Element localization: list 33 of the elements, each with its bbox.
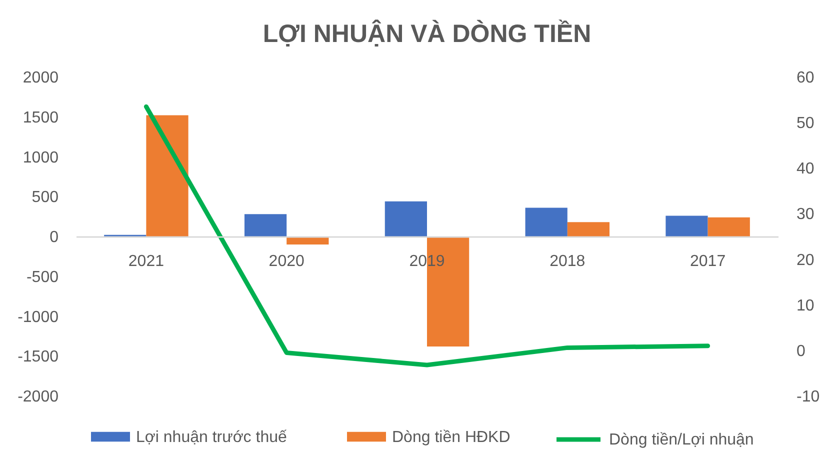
y2-tick-label: 60: [796, 70, 814, 86]
y2-tick-label: 50: [796, 115, 814, 132]
bar: [708, 217, 750, 236]
bar: [525, 208, 568, 236]
y-tick-label: -2000: [18, 388, 59, 406]
bar: [567, 222, 610, 236]
y-tick-label: 500: [32, 189, 59, 206]
y2-tick-label: 10: [796, 297, 814, 314]
bar: [146, 115, 188, 236]
y2-tick-label: 0: [796, 342, 806, 360]
y2-tick-label: 30: [796, 206, 814, 224]
y-tick-label: -1000: [18, 308, 59, 326]
y-tick-label: 2000: [22, 70, 59, 86]
x-tick-label: 2020: [268, 253, 304, 270]
chart-title: LỢI NHUẬN VÀ DÒNG TIỀN: [262, 19, 592, 48]
bar: [666, 216, 708, 236]
y2-tick-label: 20: [796, 252, 814, 269]
y-tick-label: -1500: [18, 348, 59, 366]
legend-label: Dòng tiền HĐKD: [392, 428, 510, 446]
y-tick-label: 1000: [22, 149, 59, 166]
y2-tick-label: -10: [796, 388, 820, 406]
y2-tick-label: 40: [796, 160, 814, 178]
legend-label: Lợi nhuận trước thuế: [136, 428, 287, 446]
x-tick-label: 2018: [550, 253, 586, 270]
legend-label: Dòng tiền/Lợi nhuận: [609, 432, 754, 448]
x-tick-label: 2017: [690, 253, 726, 270]
x-tick-label: 2021: [128, 253, 164, 270]
y-tick-label: 0: [50, 229, 59, 246]
y-tick-label: 1500: [22, 109, 59, 126]
x-tick-label: 2019: [409, 253, 445, 270]
bar: [244, 214, 287, 236]
y-tick-label: -500: [26, 268, 59, 286]
bar: [384, 201, 427, 236]
